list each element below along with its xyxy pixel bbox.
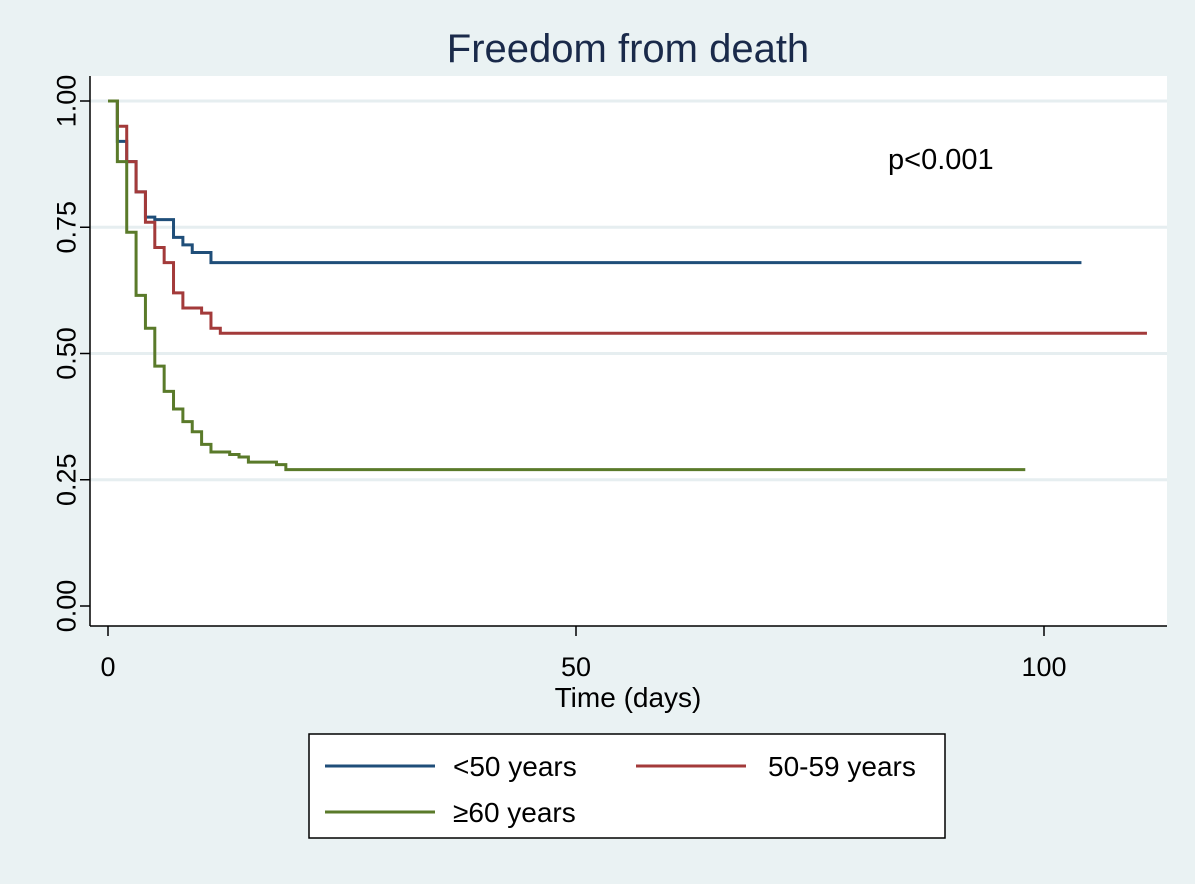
p-value-annotation: p<0.001 [888,144,994,176]
legend-label-0: <50 years [453,751,577,782]
y-tick-label: 0.50 [51,327,81,380]
y-tick-label: 1.00 [51,75,81,128]
y-tick-label: 0.75 [51,201,81,254]
series-line-1 [108,99,1147,335]
legend-label-1: 50-59 years [768,751,916,782]
legend: <50 years 50-59 years ≥60 years [308,733,946,839]
x-axis-title: Time (days) [555,682,702,713]
y-ticks: 0.00 0.25 0.50 0.75 1.00 [51,75,90,633]
survival-curves [108,99,1147,472]
gridlines [90,99,1167,482]
chart-title: Freedom from death [447,27,809,71]
y-tick-label: 0.25 [51,453,81,506]
x-tick-label: 100 [1021,652,1066,682]
series-line-2 [108,99,1026,472]
legend-box [308,733,946,839]
x-tick-label: 0 [100,652,115,682]
x-ticks: 0 50 100 [100,626,1067,682]
legend-label-2: ≥60 years [453,797,576,828]
y-tick-label: 0.00 [51,580,81,633]
x-tick-label: 50 [561,652,591,682]
axes [89,76,1167,627]
plot-area [90,76,1167,626]
